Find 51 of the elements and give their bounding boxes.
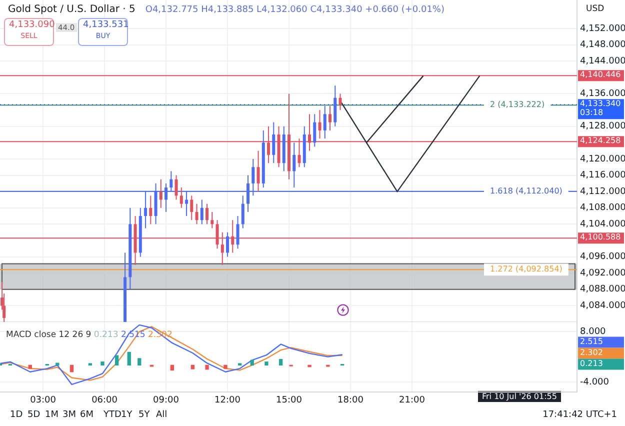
- ref-line-label: 4,100.588: [580, 232, 621, 242]
- y-tick-label: 4,084.000: [580, 301, 625, 312]
- annotation: 0.213: [94, 330, 118, 340]
- text: All: [156, 410, 168, 420]
- text: 1D: [10, 410, 23, 420]
- ref-line-label: 1.618 (4,112.040): [490, 186, 562, 196]
- ref-line-label: 1.272 (4,092.854): [490, 264, 562, 274]
- annotation: Fri 10 Jul '26 01:55: [478, 391, 561, 402]
- text: 6M: [80, 410, 94, 420]
- y-tick-label: 4,148.000: [580, 40, 625, 50]
- text: 2.515: [580, 336, 603, 346]
- annotation: 4,133.531: [83, 20, 129, 30]
- y-tick-label: 4,088.000: [580, 284, 625, 295]
- text: 1M: [45, 410, 58, 420]
- text: 3M: [62, 410, 76, 420]
- ref-line-label: 2 (4,133.222): [490, 100, 545, 110]
- y-tick-label: 8.000: [580, 326, 606, 337]
- y-tick-label: 4,092.000: [580, 268, 625, 278]
- y-tick-label: 4,108.000: [580, 203, 625, 214]
- x-tick-label: 03:00: [30, 396, 56, 406]
- text: 2.302: [580, 348, 603, 357]
- y-tick-label: 4,136.000: [580, 89, 625, 100]
- ref-line-label: 4,140.446: [580, 70, 621, 80]
- x-tick-label: 15:00: [276, 396, 302, 406]
- chart-title: Gold Spot / U.S. Dollar · 5: [8, 4, 136, 15]
- x-tick-label: 06:00: [92, 396, 118, 406]
- text: MACD close 12 26 9: [6, 330, 92, 340]
- x-tick-label: 12:00: [214, 396, 241, 406]
- x-tick-label: 21:00: [399, 396, 426, 406]
- text: YTD: [104, 410, 122, 420]
- text: 5Y: [138, 410, 150, 420]
- y-tick-label: -4.000: [580, 377, 610, 388]
- y-tick-label: 4,104.000: [580, 220, 625, 230]
- text: O4,132.775 H4,133.885 L4,132.060 C4,133.340 +0.660 (+0.01%): [145, 5, 444, 15]
- text: 0.213: [580, 358, 603, 368]
- annotation: 4,133.090: [9, 20, 55, 30]
- y-tick-label: 4,096.000: [580, 252, 625, 262]
- text: 5D: [28, 410, 40, 420]
- text: 1Y: [121, 410, 132, 420]
- y-tick-label: 4,152.000: [580, 24, 625, 34]
- y-tick-label: 4,144.000: [580, 56, 625, 66]
- x-tick-label: 09:00: [153, 396, 180, 406]
- ref-line-label: 4,133.340 03:18: [580, 99, 621, 118]
- text: 17:41:42 UTC+1: [542, 410, 617, 420]
- y-tick-label: 4,116.000: [580, 170, 625, 181]
- ref-line-label: 4,124.258: [580, 136, 621, 146]
- y-tick-label: 4,128.000: [580, 122, 625, 132]
- x-tick-label: 18:00: [338, 396, 364, 406]
- y-tick-label: 4,112.000: [580, 186, 625, 197]
- y-tick-label: 4,120.000: [580, 154, 625, 164]
- text: USD: [586, 4, 604, 14]
